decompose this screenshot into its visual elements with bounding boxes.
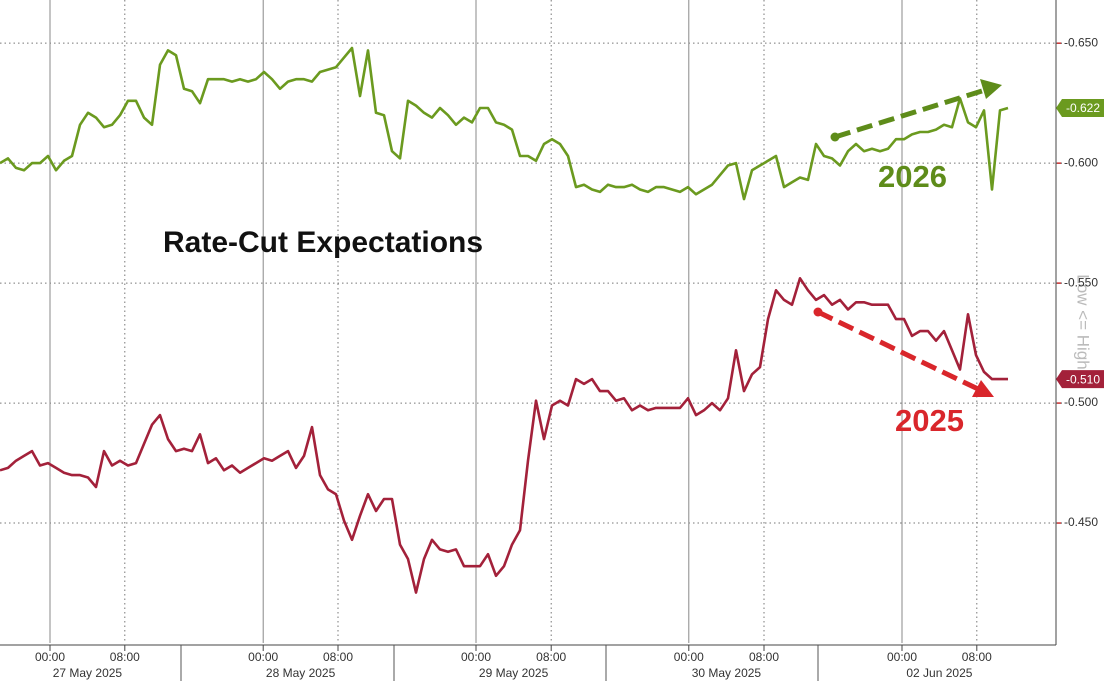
x-date-label: 02 Jun 2025 [906,666,972,680]
last-value-box [1056,370,1104,389]
grid [0,0,1056,643]
y-tick-label: -0.600 [1064,155,1098,169]
x-date-label: 29 May 2025 [479,666,549,680]
last-value-label: -0.510 [1066,372,1100,386]
x-tick-label: 00:00 [674,650,704,664]
y-tick-label: -0.450 [1064,515,1098,529]
lines [0,46,1009,594]
x-date-label: 28 May 2025 [266,666,336,680]
last-value-box [1056,98,1104,117]
x-tick-label: 08:00 [110,650,140,664]
x-tick-label: 00:00 [461,650,491,664]
x-tick-label: 08:00 [749,650,779,664]
y-tick-label: -0.500 [1064,395,1098,409]
x-tick-label: 08:00 [536,650,566,664]
x-tick-label: 00:00 [35,650,65,664]
x-tick-label: 00:00 [248,650,278,664]
x-tick-label: 08:00 [962,650,992,664]
chart-title: Rate-Cut Expectations [163,226,483,259]
series-label: 2026 [878,159,947,194]
day-separators [180,645,819,681]
y-axis-label: Low <= High [1074,274,1093,369]
x-date-label: 30 May 2025 [692,666,762,680]
arrow-2025 [813,307,994,397]
y-tick-label: -0.650 [1064,35,1098,49]
x-tick-label: 08:00 [323,650,353,664]
last-value-label: -0.622 [1066,101,1100,115]
y-tick-label: -0.550 [1064,275,1098,289]
series-line [0,277,1008,594]
series-label: 2025 [895,403,964,438]
x-tick-label: 00:00 [887,650,917,664]
series-line [0,46,1009,201]
arrow-2026 [830,79,1002,142]
x-date-label: 27 May 2025 [53,666,123,680]
